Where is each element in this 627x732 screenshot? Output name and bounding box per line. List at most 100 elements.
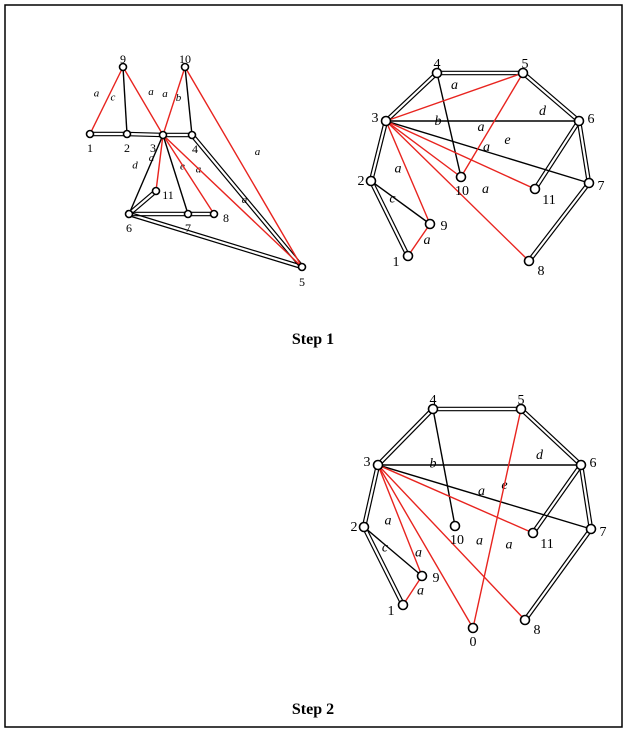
g2-edge-5-6 <box>521 71 581 123</box>
g1-edge-6-11-stroke-a <box>129 191 158 216</box>
g1-edge-5-6-stroke-b <box>128 215 302 270</box>
g3-edge-4-10-label: b <box>430 457 437 472</box>
g1-edge-3-7 <box>162 134 189 215</box>
g1-vertex-11 <box>151 186 161 196</box>
g3-vertex-0 <box>467 622 479 634</box>
g3-edge-3-8 <box>377 464 526 621</box>
g3-vertex-8 <box>519 614 531 626</box>
g2-vertex-11 <box>529 183 541 195</box>
g2-vertex-label-4: 4 <box>434 57 441 72</box>
g2-edge-6-7-stroke-b <box>580 120 592 183</box>
g3-vertex-label-9: 9 <box>433 571 440 586</box>
g2-edge-2-1-stroke-b <box>371 179 411 256</box>
g2-edge-3-8-label: a <box>482 182 489 197</box>
g2-edge-3-4 <box>384 71 439 123</box>
g1-vertex-label-10: 10 <box>179 52 191 66</box>
g2-edge-3-4-stroke-b <box>384 71 437 121</box>
g3-vertex-3 <box>372 459 384 471</box>
g3-vertex-2 <box>358 521 370 533</box>
g1-vertex-label-9: 9 <box>120 52 126 66</box>
g2-vertex-label-7: 7 <box>598 179 605 194</box>
g1-edge-3-11 <box>155 134 164 192</box>
g1-vertex-label-11: 11 <box>162 188 174 202</box>
g3-edge-3-4-stroke-b <box>376 407 433 465</box>
g2-vertex-1 <box>402 250 414 262</box>
g2-edge-4-10 <box>436 72 462 178</box>
g2-edge-3-7-label: e <box>504 133 510 148</box>
g2-edge-3-2-stroke-a <box>368 120 385 181</box>
g2-vertex-label-9: 9 <box>441 219 448 234</box>
g3-edge-3-0-label: a <box>415 546 422 561</box>
graphs-layer: cbdeaaaaaaa9101234116785cbdeaaaaaa453627… <box>85 52 607 650</box>
g3-vertex-label-10: 10 <box>450 533 464 548</box>
g2-edge-3-8 <box>385 120 530 262</box>
g1-edge-3-6-label: d <box>132 160 138 172</box>
g2-edge-5-6-stroke-a <box>521 73 579 123</box>
g1-edge-10-5 <box>184 66 303 268</box>
g2-vertex-7 <box>583 177 595 189</box>
graph-g3: cbdeaaaaaa45362710119180 <box>351 393 607 650</box>
g3-edge-3-2-stroke-a <box>361 464 377 527</box>
g3-edge-9-1 <box>402 575 423 606</box>
figure-border <box>4 4 623 728</box>
g2-edge-3-4-stroke-a <box>386 73 439 123</box>
g3-edge-2-1-stroke-a <box>361 527 403 607</box>
g1-edge-6-7 <box>129 211 188 217</box>
g1-edge-9-1 <box>89 66 124 135</box>
g1-edge-4-5-stroke-b <box>192 133 304 267</box>
g1-vertex-6 <box>124 209 134 219</box>
g2-edge-6-11-stroke-a <box>533 119 579 189</box>
g2-vertex-label-1: 1 <box>393 255 400 270</box>
g2-vertex-label-6: 6 <box>588 112 595 127</box>
g3-edge-7-8-stroke-b <box>525 529 593 622</box>
g3-vertex-label-5: 5 <box>518 393 525 408</box>
g1-edge-4-5-stroke-a <box>190 135 302 269</box>
g3-vertex-label-0: 0 <box>470 635 477 650</box>
g2-edge-3-9-label: a <box>395 162 402 177</box>
g1-edge-3-5 <box>162 134 303 268</box>
g3-edge-3-7 <box>377 464 592 530</box>
graph-g1: cbdeaaaaaaa9101234116785 <box>85 52 307 289</box>
g2-edge-2-1-stroke-a <box>368 181 408 258</box>
g1-edge-10-4-label: b <box>176 92 182 104</box>
g3-edge-6-11-stroke-a <box>531 463 581 533</box>
g1-vertex-10 <box>180 62 190 72</box>
g3-edge-2-9 <box>363 526 423 577</box>
g1-edge-4-5 <box>190 133 304 269</box>
g3-edge-6-11 <box>531 463 583 535</box>
g2-edge-3-11-label: a <box>483 140 490 155</box>
g1-edge-9-3-label: a <box>148 86 154 98</box>
g1-edge-10-5-label: a <box>255 146 261 158</box>
g3-edge-9-1-label: a <box>417 584 424 599</box>
g1-edge-3-6 <box>128 134 164 215</box>
g2-edge-10-5-label: a <box>478 120 485 135</box>
g3-edge-6-7-stroke-a <box>578 465 590 530</box>
g3-edge-3-4 <box>376 407 435 467</box>
g1-edge-9-2 <box>122 66 128 135</box>
g2-vertex-4 <box>431 67 443 79</box>
g3-edge-3-2-stroke-b <box>365 465 381 528</box>
g1-edge-9-2-label: c <box>111 92 116 104</box>
step-1-label: Step 1 <box>292 331 334 348</box>
g3-edge-3-9 <box>377 464 423 577</box>
g2-edge-3-10 <box>385 120 462 178</box>
g1-vertex-label-4: 4 <box>192 142 198 156</box>
g1-vertex-5 <box>297 262 307 272</box>
g1-vertex-2 <box>122 129 132 139</box>
g3-edge-3-4-stroke-a <box>378 409 435 467</box>
g3-edge-5-6-stroke-b <box>521 407 583 465</box>
g2-edge-2-1 <box>368 179 411 258</box>
g1-vertex-label-7: 7 <box>185 221 191 235</box>
g3-vertex-label-11: 11 <box>540 537 553 552</box>
g1-edge-7-8 <box>188 211 214 217</box>
g3-edge-5-6-stroke-a <box>519 409 581 467</box>
g1-vertex-1 <box>85 129 95 139</box>
g3-vertex-5 <box>515 403 527 415</box>
g1-edge-10-4 <box>184 66 193 136</box>
g3-edge-5-6 <box>519 407 583 467</box>
g3-vertex-4 <box>427 403 439 415</box>
g3-vertex-7 <box>585 523 597 535</box>
g3-vertex-11 <box>527 527 539 539</box>
g1-vertex-3 <box>158 130 168 140</box>
